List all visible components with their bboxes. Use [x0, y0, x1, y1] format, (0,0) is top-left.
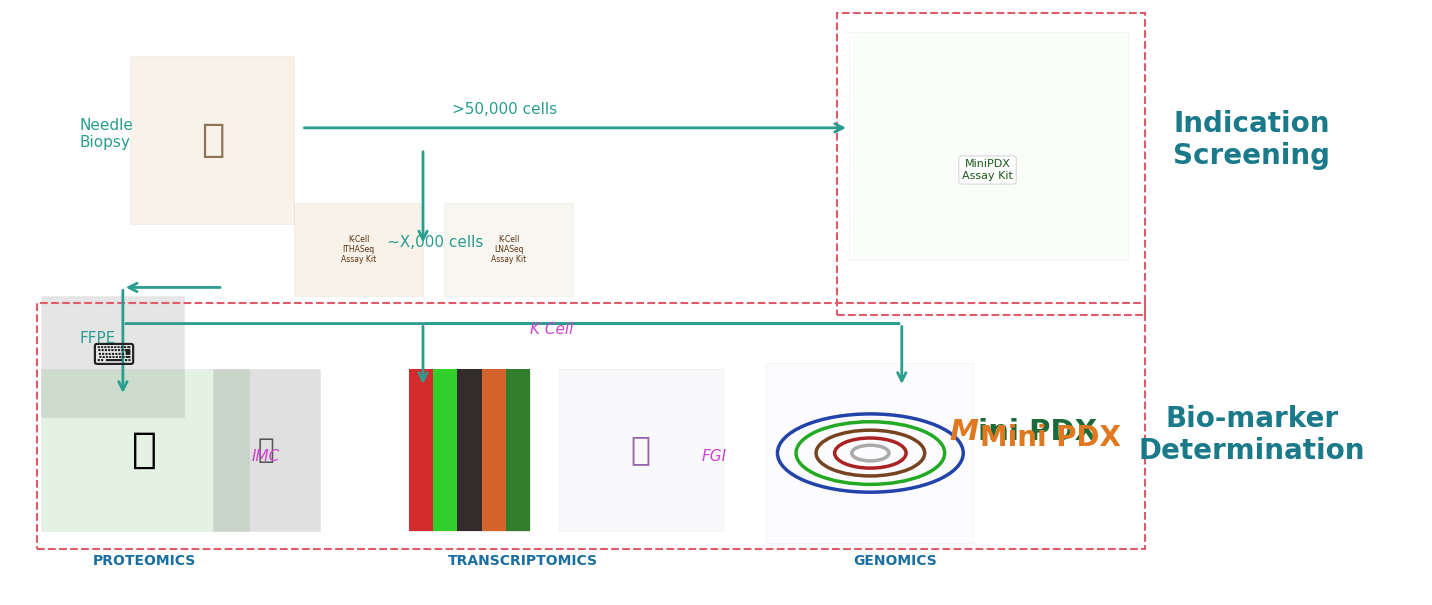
- FancyBboxPatch shape: [849, 31, 1127, 260]
- FancyBboxPatch shape: [295, 203, 422, 296]
- Text: Mini PDX: Mini PDX: [981, 424, 1121, 452]
- FancyBboxPatch shape: [42, 368, 249, 531]
- Text: ~X,000 cells: ~X,000 cells: [387, 235, 484, 250]
- Text: >50,000 cells: >50,000 cells: [451, 102, 557, 117]
- Text: PROTEOMICS: PROTEOMICS: [93, 554, 196, 569]
- FancyBboxPatch shape: [766, 363, 974, 543]
- FancyBboxPatch shape: [213, 368, 321, 531]
- FancyBboxPatch shape: [408, 368, 530, 531]
- FancyBboxPatch shape: [444, 203, 573, 296]
- Text: M: M: [949, 418, 978, 446]
- Text: FGI: FGI: [702, 448, 727, 463]
- Text: K-Cell
LNASeq
Assay Kit: K-Cell LNASeq Assay Kit: [491, 235, 527, 264]
- Text: Needle
Biopsy: Needle Biopsy: [80, 118, 133, 150]
- Text: 🔬: 🔬: [132, 429, 158, 471]
- Text: Indication
Screening: Indication Screening: [1173, 110, 1330, 170]
- FancyBboxPatch shape: [432, 368, 457, 531]
- FancyBboxPatch shape: [42, 296, 185, 417]
- Text: IMC: IMC: [252, 448, 279, 463]
- Text: ⌨: ⌨: [90, 342, 135, 371]
- FancyBboxPatch shape: [408, 368, 432, 531]
- Text: FFPE: FFPE: [80, 331, 116, 346]
- FancyBboxPatch shape: [505, 368, 530, 531]
- Text: 🔗: 🔗: [630, 434, 650, 466]
- Text: TRANSCRIPTOMICS: TRANSCRIPTOMICS: [448, 554, 599, 569]
- FancyBboxPatch shape: [558, 368, 723, 531]
- Text: MiniPDX
Assay Kit: MiniPDX Assay Kit: [962, 159, 1012, 181]
- Text: K-Cell
ITHASeq
Assay Kit: K-Cell ITHASeq Assay Kit: [341, 235, 377, 264]
- Text: 🖥: 🖥: [258, 436, 274, 464]
- Text: ini PDX: ini PDX: [978, 418, 1097, 446]
- Text: K Cell: K Cell: [530, 322, 574, 337]
- Text: 🩺: 🩺: [202, 121, 225, 159]
- FancyBboxPatch shape: [481, 368, 505, 531]
- Text: Bio-marker
Determination: Bio-marker Determination: [1138, 405, 1365, 465]
- FancyBboxPatch shape: [130, 56, 295, 224]
- FancyBboxPatch shape: [457, 368, 481, 531]
- Text: GENOMICS: GENOMICS: [853, 554, 937, 569]
